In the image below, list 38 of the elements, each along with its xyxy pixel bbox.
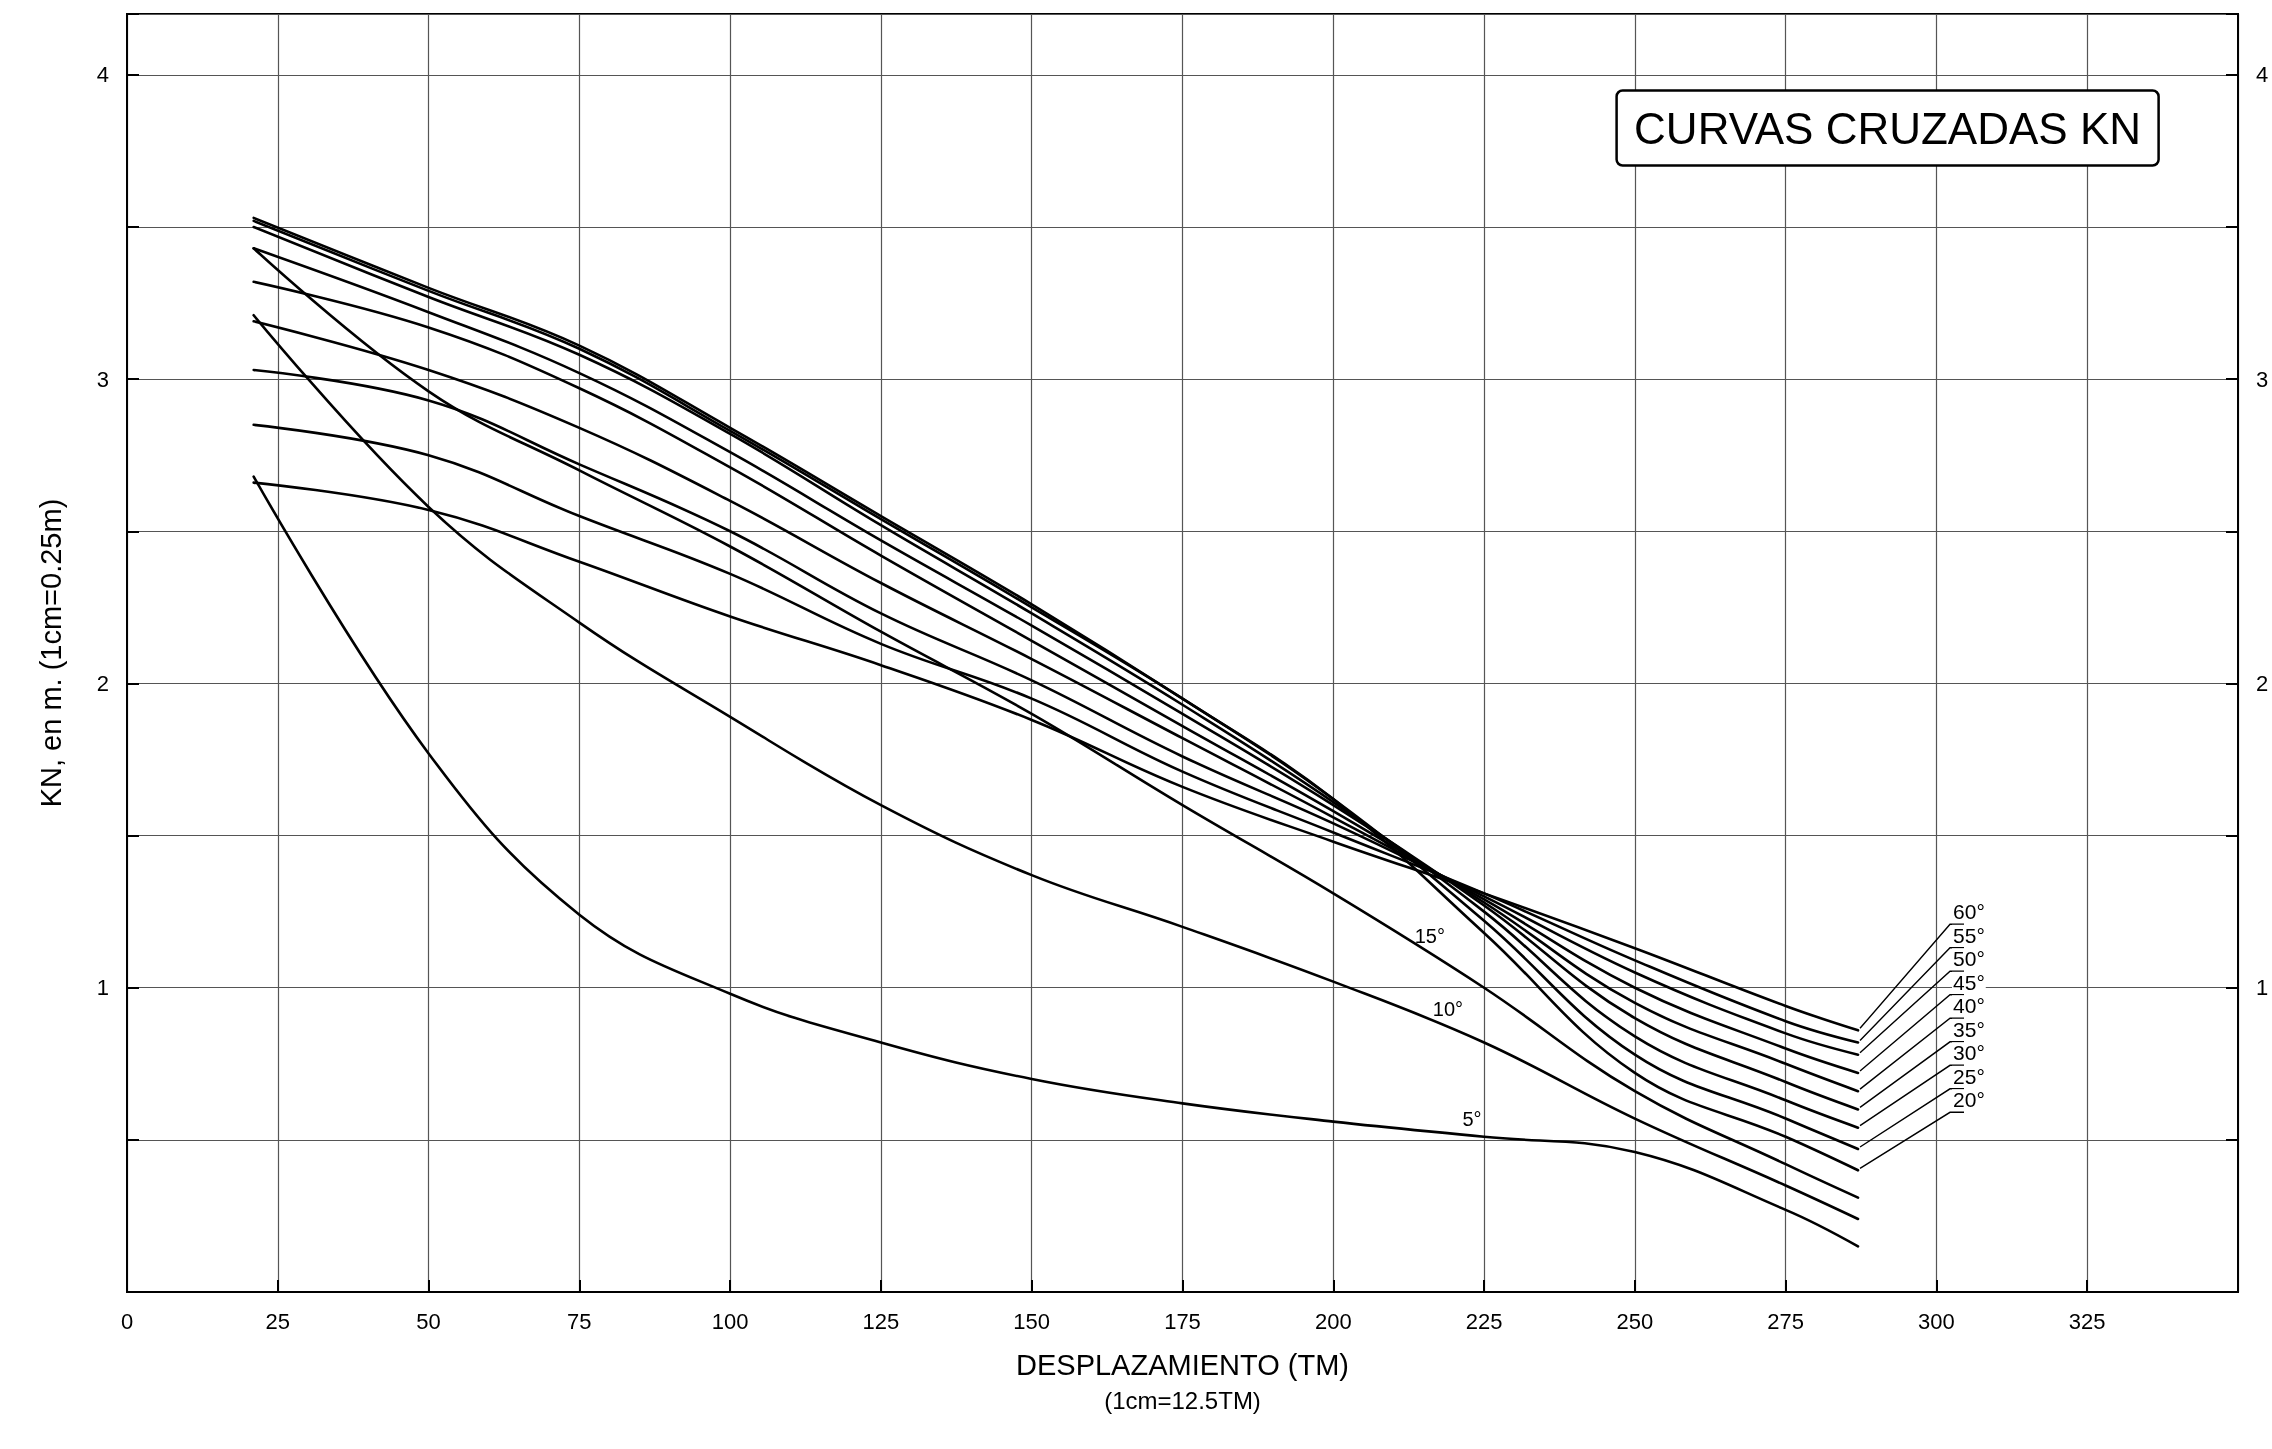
x-tick-label: 25 — [265, 1308, 291, 1334]
y2-tick-label: 3 — [2256, 366, 2269, 392]
x-tick-label: 50 — [416, 1308, 441, 1334]
y2-tick-label: 4 — [2256, 62, 2269, 88]
annotation: 40° — [1953, 994, 1985, 1018]
x-tick-label: 325 — [2068, 1308, 2106, 1334]
annotation: 55° — [1953, 923, 1985, 947]
annotation: 45° — [1953, 970, 1985, 994]
annotation: 5° — [1462, 1107, 1482, 1130]
x-tick-label: 300 — [1918, 1308, 1955, 1334]
x-tick-label: 225 — [1465, 1308, 1503, 1334]
x-tick-label: 100 — [711, 1308, 749, 1334]
text: (1cm=12.5TM) — [1104, 1386, 1261, 1414]
annotation: 60° — [1953, 900, 1985, 924]
annotation: 25° — [1953, 1064, 1985, 1088]
x-tick-label: 150 — [1013, 1308, 1051, 1334]
annotation: 50° — [1953, 947, 1985, 971]
y2-tick-label: 1 — [2256, 975, 2269, 1001]
y-axis-title: KN, en m. (1cm=0.25m) — [34, 498, 67, 808]
y-tick-label: 3 — [96, 366, 109, 392]
x-axis-title: DESPLAZAMIENTO (TM) — [1016, 1348, 1349, 1381]
y-tick-label: 2 — [96, 670, 109, 696]
x-tick-label: 175 — [1164, 1308, 1201, 1334]
annotation: 35° — [1953, 1017, 1985, 1041]
annotation: 20° — [1953, 1088, 1985, 1112]
x-tick-label: 275 — [1767, 1308, 1804, 1334]
annotation: 15° — [1414, 925, 1445, 948]
annotation: 30° — [1953, 1041, 1985, 1065]
y-tick-label: 1 — [96, 975, 109, 1001]
x-tick-label: 0 — [120, 1308, 134, 1334]
x-tick-label: 75 — [567, 1308, 592, 1334]
x-tick-label: 200 — [1314, 1308, 1352, 1334]
x-tick-label: 125 — [862, 1308, 900, 1334]
text: CURVAS CRUZADAS KN — [1634, 103, 2141, 153]
y2-tick-label: 2 — [2256, 670, 2269, 696]
y-tick-label: 4 — [96, 62, 109, 88]
annotation: 10° — [1432, 998, 1464, 1021]
x-tick-label: 250 — [1616, 1308, 1654, 1334]
